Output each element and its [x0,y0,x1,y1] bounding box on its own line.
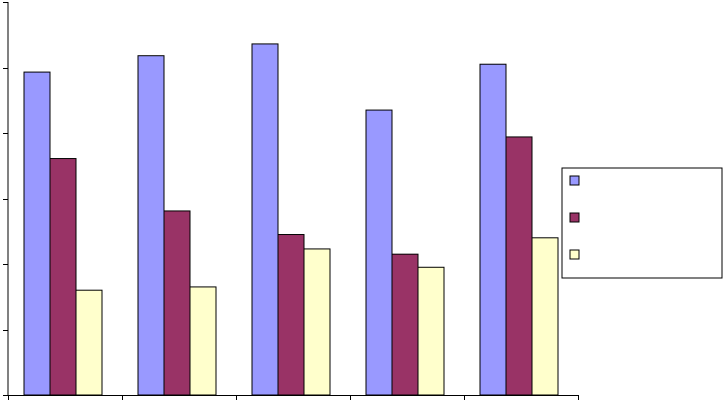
bar-series1-cat1 [23,71,51,396]
bar-series3-cat3 [303,248,331,396]
bar-series3-cat1 [75,289,103,396]
bar-series3-cat2 [189,286,217,396]
bar-series1-cat5 [479,63,507,396]
bar-series2-cat3 [277,234,305,396]
bar-series1-cat2 [137,55,165,396]
legend-swatch-2 [569,212,580,223]
bar-series2-cat4 [391,253,419,396]
legend-swatch-1 [569,175,580,186]
bar-series3-cat4 [417,266,445,396]
legend-box [561,167,723,279]
bar-series3-cat5 [531,237,559,396]
bar-series2-cat1 [49,158,77,396]
bar-series2-cat5 [505,136,533,396]
bar-series2-cat2 [163,210,191,396]
legend-swatch-3 [569,249,580,260]
bar-series1-cat3 [251,43,279,396]
bar-series1-cat4 [365,109,393,396]
